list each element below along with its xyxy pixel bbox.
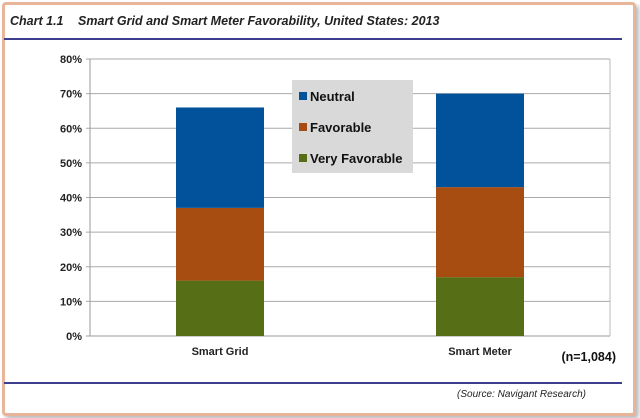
legend-swatch	[299, 154, 307, 162]
y-tick-label: 40%	[60, 193, 82, 205]
chart-title-text: Smart Grid and Smart Meter Favorability,…	[78, 14, 440, 28]
y-tick-label: 10%	[60, 296, 82, 308]
y-tick-label: 0%	[66, 331, 82, 343]
legend-label: Neutral	[310, 89, 355, 104]
legend-box	[292, 80, 413, 173]
y-tick-label: 60%	[60, 123, 82, 135]
y-tick-label: 80%	[60, 54, 82, 66]
legend-label: Very Favorable	[310, 151, 403, 166]
legend-label: Favorable	[310, 120, 371, 135]
x-tick-label: Smart Grid	[192, 346, 249, 358]
chart-number: Chart 1.1	[10, 14, 64, 28]
y-tick-label: 30%	[60, 227, 82, 239]
sample-size-note: (n=1,084)	[561, 350, 616, 364]
legend-swatch	[299, 92, 307, 100]
bar-segment-favorable	[176, 207, 264, 281]
bar-segment-very-favorable	[436, 277, 524, 336]
source-note: (Source: Navigant Research)	[457, 389, 586, 400]
bar-segment-neutral	[176, 107, 264, 208]
x-tick-label: Smart Meter	[448, 346, 512, 358]
y-tick-label: 70%	[60, 89, 82, 101]
legend-swatch	[299, 123, 307, 131]
bottom-divider	[4, 382, 622, 384]
y-tick-label: 50%	[60, 158, 82, 170]
bar-segment-favorable	[436, 187, 524, 278]
bar-segment-very-favorable	[176, 280, 264, 336]
top-divider	[4, 38, 622, 40]
bar-segment-neutral	[436, 93, 524, 188]
chart-title: Chart 1.1 Smart Grid and Smart Meter Favo…	[10, 14, 439, 28]
y-tick-label: 20%	[60, 262, 82, 274]
